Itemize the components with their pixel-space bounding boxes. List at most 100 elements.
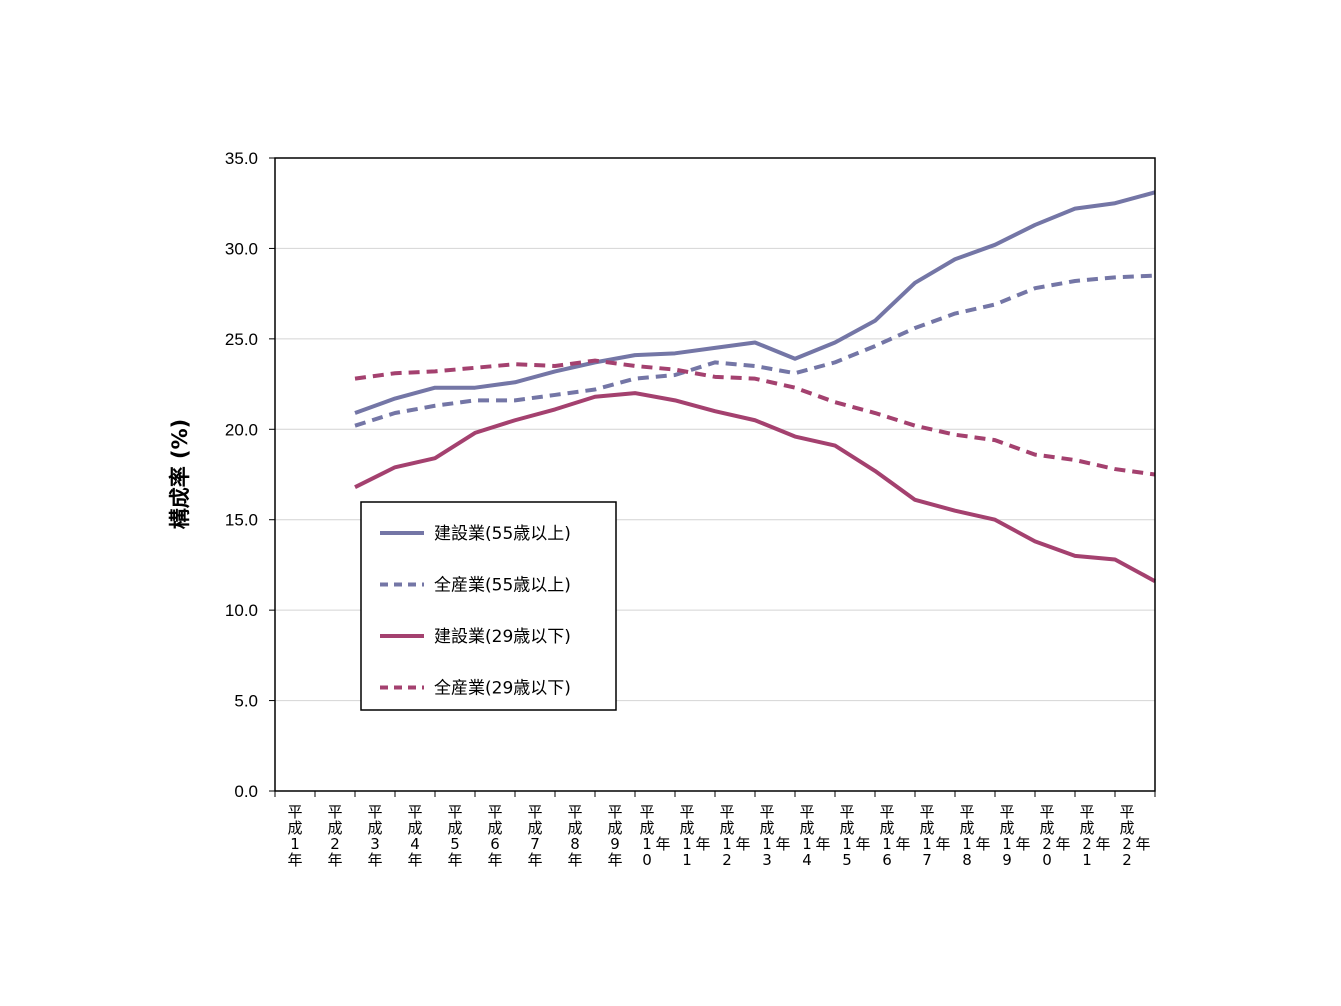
x-tick-label: 平 <box>759 803 774 821</box>
x-tick-label: 7 <box>922 851 932 869</box>
x-tick-label: 平 <box>607 803 622 821</box>
x-tick-label: 年 <box>1015 835 1030 853</box>
x-tick-label: 1 <box>682 835 692 853</box>
x-tick-label: 3 <box>370 835 380 853</box>
x-tick-label: 1 <box>642 835 652 853</box>
x-tick-label: 成 <box>1079 819 1094 837</box>
x-tick-label: 成 <box>447 819 462 837</box>
x-tick-label: 6 <box>882 851 892 869</box>
x-tick-label: 平 <box>879 803 894 821</box>
x-tick-label: 年 <box>895 835 910 853</box>
x-tick-label: 5 <box>450 835 460 853</box>
x-tick-label: 成 <box>799 819 814 837</box>
x-tick-label: 平 <box>639 803 654 821</box>
x-tick-label: 平 <box>487 803 502 821</box>
plot-area-frame <box>274 157 1156 792</box>
x-tick-label: 7 <box>530 835 540 853</box>
x-tick-label: 平 <box>679 803 694 821</box>
x-tick-label: 平 <box>839 803 854 821</box>
x-tick-label: 1 <box>922 835 932 853</box>
x-axis-ticks: 平成1年平成2年平成3年平成4年平成5年平成6年平成7年平成8年平成9年平成10… <box>274 791 1156 869</box>
x-tick-label: 2 <box>722 851 732 869</box>
x-tick-label: 成 <box>639 819 654 837</box>
y-tick-label: 25.0 <box>225 330 258 349</box>
x-tick-label: 2 <box>1082 835 1092 853</box>
series-line-3 <box>354 391 1156 583</box>
x-tick-label: 2 <box>1122 835 1132 853</box>
x-tick-label: 平 <box>367 803 382 821</box>
x-tick-label: 2 <box>1122 851 1132 869</box>
x-tick-label: 年 <box>607 851 622 869</box>
x-tick-label: 成 <box>287 819 302 837</box>
x-tick-label: 年 <box>447 851 462 869</box>
x-tick-label: 年 <box>567 851 582 869</box>
x-tick-label: 0 <box>642 851 652 869</box>
x-tick-label: 平 <box>919 803 934 821</box>
legend-label-4: 全産業(29歳以下) <box>434 679 571 699</box>
x-tick-label: 年 <box>527 851 542 869</box>
legend-label-2: 全産業(55歳以上) <box>434 576 571 596</box>
x-tick-label: 1 <box>802 835 812 853</box>
x-tick-label: 0 <box>1042 851 1052 869</box>
x-tick-label: 成 <box>679 819 694 837</box>
x-tick-label: 1 <box>682 851 692 869</box>
x-tick-label: 成 <box>839 819 854 837</box>
y-tick-label: 5.0 <box>234 692 258 711</box>
legend: 建設業(55歳以上) 全産業(55歳以上) 建設業(29歳以下) 全産業(29歳以下) <box>360 501 617 711</box>
x-tick-label: 3 <box>762 851 772 869</box>
series-line-2 <box>354 273 1156 428</box>
x-tick-label: 平 <box>799 803 814 821</box>
x-tick-label: 年 <box>1095 835 1110 853</box>
x-tick-label: 1 <box>1082 851 1092 869</box>
y-tick-label: 10.0 <box>225 601 258 620</box>
x-tick-label: 成 <box>919 819 934 837</box>
x-tick-label: 2 <box>1042 835 1052 853</box>
x-tick-label: 4 <box>410 835 420 853</box>
x-tick-label: 平 <box>287 803 302 821</box>
y-tick-label: 30.0 <box>225 239 258 258</box>
x-tick-label: 成 <box>1119 819 1134 837</box>
x-tick-label: 平 <box>959 803 974 821</box>
x-tick-label: 年 <box>855 835 870 853</box>
x-tick-label: 成 <box>879 819 894 837</box>
legend-label-3: 建設業(29歳以下) <box>434 627 571 647</box>
x-tick-label: 年 <box>655 835 670 853</box>
x-tick-label: 1 <box>1002 835 1012 853</box>
x-tick-label: 平 <box>527 803 542 821</box>
x-tick-label: 年 <box>287 851 302 869</box>
legend-label-1: 建設業(55歳以上) <box>434 524 571 544</box>
x-tick-label: 年 <box>487 851 502 869</box>
x-tick-label: 成 <box>567 819 582 837</box>
y-tick-label: 20.0 <box>225 420 258 439</box>
x-tick-label: 成 <box>999 819 1014 837</box>
x-tick-label: 平 <box>567 803 582 821</box>
x-tick-label: 年 <box>1055 835 1070 853</box>
x-tick-label: 9 <box>610 835 620 853</box>
x-tick-label: 成 <box>759 819 774 837</box>
x-tick-label: 年 <box>975 835 990 853</box>
x-tick-label: 成 <box>719 819 734 837</box>
series-line-4 <box>354 358 1156 477</box>
x-tick-label: 平 <box>719 803 734 821</box>
x-tick-label: 1 <box>962 835 972 853</box>
x-tick-label: 成 <box>367 819 382 837</box>
x-tick-label: 平 <box>327 803 342 821</box>
x-tick-label: 年 <box>695 835 710 853</box>
x-tick-label: 成 <box>959 819 974 837</box>
x-tick-label: 平 <box>1039 803 1054 821</box>
x-tick-label: 年 <box>327 851 342 869</box>
x-tick-label: 8 <box>570 835 580 853</box>
x-tick-label: 平 <box>1119 803 1134 821</box>
x-tick-label: 平 <box>447 803 462 821</box>
x-tick-label: 8 <box>962 851 972 869</box>
x-tick-label: 成 <box>1039 819 1054 837</box>
x-tick-label: 年 <box>367 851 382 869</box>
y-axis-label: 構成率 (%) <box>168 419 192 530</box>
x-tick-label: 1 <box>842 835 852 853</box>
x-tick-label: 成 <box>327 819 342 837</box>
x-tick-label: 成 <box>487 819 502 837</box>
x-tick-label: 1 <box>762 835 772 853</box>
x-tick-label: 年 <box>407 851 422 869</box>
x-tick-label: 2 <box>330 835 340 853</box>
